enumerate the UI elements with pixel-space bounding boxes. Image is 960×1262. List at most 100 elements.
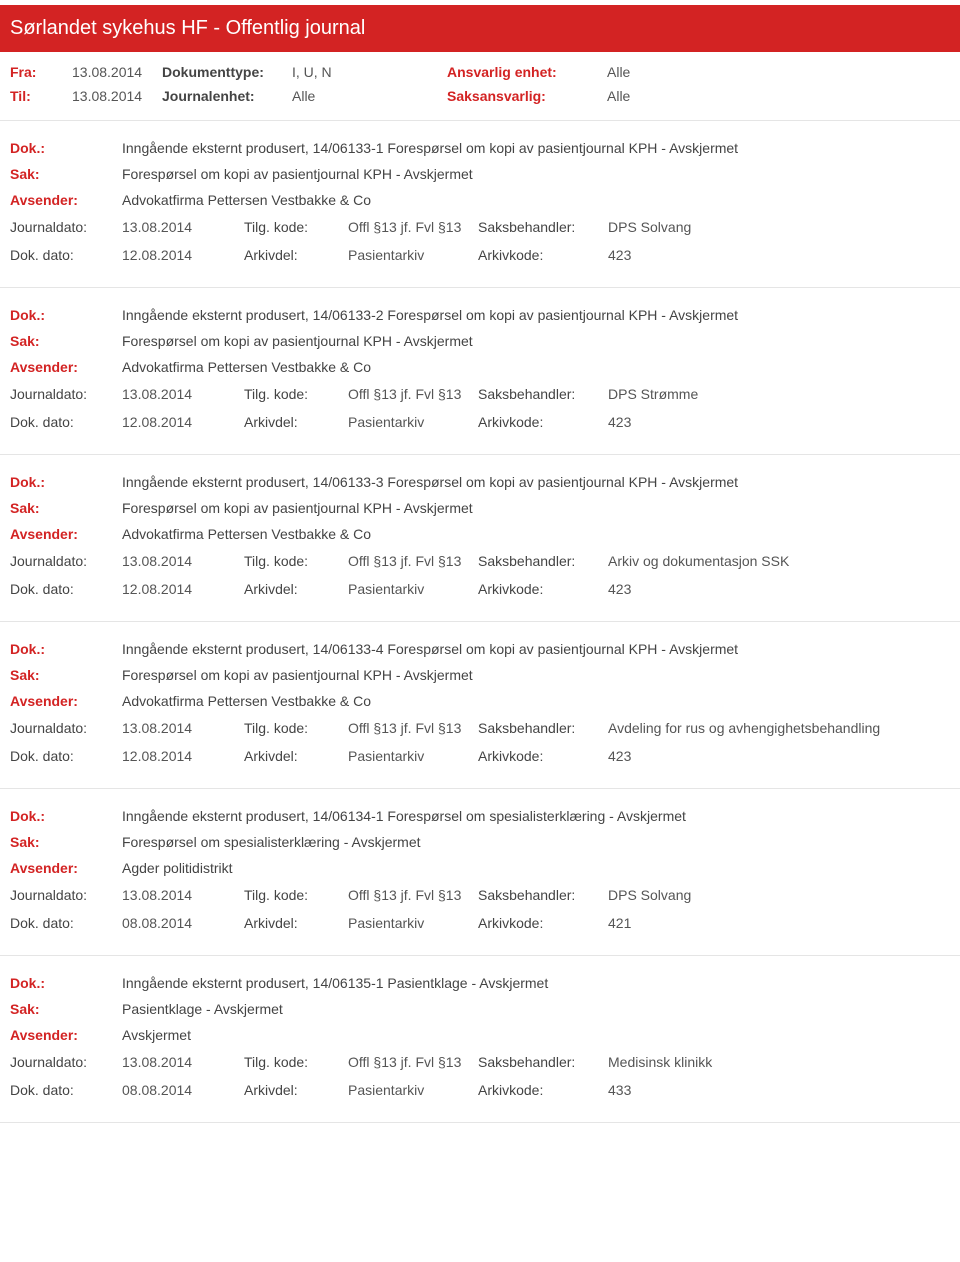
saksansvarlig-value: Alle: [607, 88, 630, 104]
sak-row: Sak: Forespørsel om spesialisterklæring …: [10, 829, 950, 855]
arkivkode-label: Arkivkode:: [478, 581, 608, 597]
arkivdel-label: Arkivdel:: [244, 414, 348, 430]
tilgkode-value: Offl §13 jf. Fvl §13: [348, 553, 478, 569]
saksbehandler-value: DPS Strømme: [608, 386, 698, 402]
meta-row-2: Dok. dato: 12.08.2014 Arkivdel: Pasienta…: [10, 241, 950, 269]
journal-entry: Dok.: Inngående eksternt produsert, 14/0…: [0, 956, 960, 1123]
fra-value: 13.08.2014: [72, 64, 162, 80]
saksansvarlig-label: Saksansvarlig:: [447, 88, 607, 104]
dokdato-value: 12.08.2014: [122, 748, 244, 764]
sak-row: Sak: Forespørsel om kopi av pasientjourn…: [10, 662, 950, 688]
saksbehandler-label: Saksbehandler:: [478, 1054, 608, 1070]
arkivkode-label: Arkivkode:: [478, 1082, 608, 1098]
journaldato-label: Journaldato:: [10, 1054, 122, 1070]
avsender-label: Avsender:: [10, 526, 122, 542]
dok-label: Dok.:: [10, 307, 122, 323]
journaldato-label: Journaldato:: [10, 720, 122, 736]
til-label: Til:: [10, 88, 72, 104]
dok-value: Inngående eksternt produsert, 14/06134-1…: [122, 808, 950, 824]
dok-value: Inngående eksternt produsert, 14/06133-2…: [122, 307, 950, 323]
avsender-row: Avsender: Advokatfirma Pettersen Vestbak…: [10, 521, 950, 547]
journaldato-value: 13.08.2014: [122, 219, 244, 235]
journaldato-label: Journaldato:: [10, 219, 122, 235]
avsender-row: Avsender: Advokatfirma Pettersen Vestbak…: [10, 187, 950, 213]
dok-label: Dok.:: [10, 474, 122, 490]
dok-row: Dok.: Inngående eksternt produsert, 14/0…: [10, 636, 950, 662]
journal-entry: Dok.: Inngående eksternt produsert, 14/0…: [0, 789, 960, 956]
dokdato-label: Dok. dato:: [10, 1082, 122, 1098]
avsender-row: Avsender: Avskjermet: [10, 1022, 950, 1048]
journaldato-label: Journaldato:: [10, 386, 122, 402]
avsender-row: Avsender: Advokatfirma Pettersen Vestbak…: [10, 688, 950, 714]
arkivdel-label: Arkivdel:: [244, 915, 348, 931]
avsender-row: Avsender: Advokatfirma Pettersen Vestbak…: [10, 354, 950, 380]
dokdato-label: Dok. dato:: [10, 247, 122, 263]
journaldato-value: 13.08.2014: [122, 887, 244, 903]
dokumenttype-label: Dokumenttype:: [162, 64, 292, 80]
arkivkode-label: Arkivkode:: [478, 748, 608, 764]
dokdato-label: Dok. dato:: [10, 414, 122, 430]
tilgkode-label: Tilg. kode:: [244, 1054, 348, 1070]
arkivdel-value: Pasientarkiv: [348, 581, 478, 597]
sak-value: Forespørsel om kopi av pasientjournal KP…: [122, 500, 950, 516]
arkivkode-value: 433: [608, 1082, 631, 1098]
sak-label: Sak:: [10, 333, 122, 349]
dok-row: Dok.: Inngående eksternt produsert, 14/0…: [10, 803, 950, 829]
dok-row: Dok.: Inngående eksternt produsert, 14/0…: [10, 970, 950, 996]
avsender-value: Avskjermet: [122, 1027, 950, 1043]
avsender-value: Advokatfirma Pettersen Vestbakke & Co: [122, 192, 950, 208]
avsender-label: Avsender:: [10, 860, 122, 876]
dok-row: Dok.: Inngående eksternt produsert, 14/0…: [10, 469, 950, 495]
sak-row: Sak: Forespørsel om kopi av pasientjourn…: [10, 161, 950, 187]
arkivdel-label: Arkivdel:: [244, 247, 348, 263]
dokdato-value: 12.08.2014: [122, 247, 244, 263]
arkivkode-label: Arkivkode:: [478, 915, 608, 931]
tilgkode-value: Offl §13 jf. Fvl §13: [348, 887, 478, 903]
saksbehandler-value: Avdeling for rus og avhengighetsbehandli…: [608, 720, 880, 736]
arkivkode-value: 423: [608, 247, 631, 263]
dok-row: Dok.: Inngående eksternt produsert, 14/0…: [10, 302, 950, 328]
til-value: 13.08.2014: [72, 88, 162, 104]
avsender-value: Advokatfirma Pettersen Vestbakke & Co: [122, 526, 950, 542]
dok-label: Dok.:: [10, 975, 122, 991]
meta-row-1: Journaldato: 13.08.2014 Tilg. kode: Offl…: [10, 714, 950, 742]
saksbehandler-value: Medisinsk klinikk: [608, 1054, 712, 1070]
sak-label: Sak:: [10, 667, 122, 683]
filter-section: Fra: 13.08.2014 Dokumenttype: I, U, N An…: [0, 52, 960, 121]
journaldato-value: 13.08.2014: [122, 720, 244, 736]
sak-value: Forespørsel om spesialisterklæring - Avs…: [122, 834, 950, 850]
journal-entry: Dok.: Inngående eksternt produsert, 14/0…: [0, 121, 960, 288]
avsender-label: Avsender:: [10, 693, 122, 709]
tilgkode-value: Offl §13 jf. Fvl §13: [348, 386, 478, 402]
journalenhet-label: Journalenhet:: [162, 88, 292, 104]
dok-value: Inngående eksternt produsert, 14/06135-1…: [122, 975, 950, 991]
avsender-label: Avsender:: [10, 192, 122, 208]
page-title: Sørlandet sykehus HF - Offentlig journal: [0, 5, 960, 52]
saksbehandler-label: Saksbehandler:: [478, 386, 608, 402]
arkivkode-value: 423: [608, 748, 631, 764]
arkivkode-label: Arkivkode:: [478, 414, 608, 430]
tilgkode-value: Offl §13 jf. Fvl §13: [348, 1054, 478, 1070]
arkivdel-value: Pasientarkiv: [348, 414, 478, 430]
journal-entry: Dok.: Inngående eksternt produsert, 14/0…: [0, 288, 960, 455]
meta-row-1: Journaldato: 13.08.2014 Tilg. kode: Offl…: [10, 881, 950, 909]
saksbehandler-label: Saksbehandler:: [478, 887, 608, 903]
dokdato-value: 08.08.2014: [122, 915, 244, 931]
arkivdel-value: Pasientarkiv: [348, 915, 478, 931]
meta-row-2: Dok. dato: 12.08.2014 Arkivdel: Pasienta…: [10, 742, 950, 770]
arkivdel-label: Arkivdel:: [244, 1082, 348, 1098]
dokdato-label: Dok. dato:: [10, 581, 122, 597]
meta-row-1: Journaldato: 13.08.2014 Tilg. kode: Offl…: [10, 1048, 950, 1076]
meta-row-2: Dok. dato: 08.08.2014 Arkivdel: Pasienta…: [10, 1076, 950, 1104]
arkivkode-value: 421: [608, 915, 631, 931]
journaldato-value: 13.08.2014: [122, 386, 244, 402]
dok-label: Dok.:: [10, 140, 122, 156]
sak-value: Forespørsel om kopi av pasientjournal KP…: [122, 166, 950, 182]
journaldato-label: Journaldato:: [10, 887, 122, 903]
sak-value: Forespørsel om kopi av pasientjournal KP…: [122, 333, 950, 349]
dokdato-value: 12.08.2014: [122, 581, 244, 597]
filter-row-2: Til: 13.08.2014 Journalenhet: Alle Saksa…: [10, 84, 950, 108]
tilgkode-label: Tilg. kode:: [244, 386, 348, 402]
sak-row: Sak: Pasientklage - Avskjermet: [10, 996, 950, 1022]
arkivkode-value: 423: [608, 414, 631, 430]
